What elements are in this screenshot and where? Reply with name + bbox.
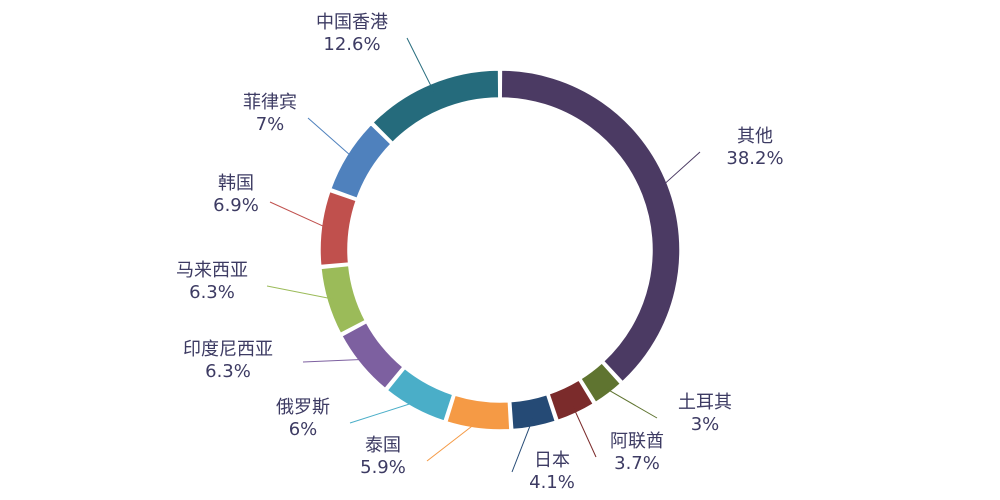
slice-value-label: 3.7%	[614, 453, 660, 474]
slice-category-label: 韩国	[218, 173, 254, 194]
slice-category-label: 日本	[534, 450, 570, 471]
leader-line	[426, 420, 480, 462]
slice-category-label: 其他	[737, 126, 773, 147]
slice-category-label: 土耳其	[678, 392, 732, 413]
leader-line	[349, 400, 419, 424]
donut-slice	[340, 321, 404, 390]
leader-line	[302, 358, 368, 363]
slice-value-label: 6.9%	[213, 195, 259, 216]
slice-value-label: 6%	[289, 419, 318, 440]
donut-slice	[500, 69, 681, 383]
slice-category-label: 泰国	[365, 435, 401, 456]
leader-line	[511, 418, 534, 473]
donut-slice	[371, 69, 500, 144]
leader-lines	[266, 37, 701, 473]
donut-slice	[386, 367, 454, 423]
leader-line	[572, 405, 597, 458]
slice-value-label: 3%	[691, 414, 720, 435]
slice-value-label: 4.1%	[529, 472, 575, 493]
slice-category-label: 阿联酋	[610, 431, 664, 452]
slice-category-label: 俄罗斯	[276, 397, 330, 418]
leader-line	[307, 117, 355, 160]
leader-line	[266, 285, 336, 301]
slice-value-label: 6.3%	[189, 282, 235, 303]
slice-category-label: 马来西亚	[176, 260, 248, 281]
slice-category-label: 印度尼西亚	[183, 339, 273, 360]
donut-slice	[319, 190, 358, 267]
leader-line	[603, 386, 658, 419]
donut-slice	[329, 123, 393, 200]
donut-slice	[320, 264, 367, 335]
slice-category-label: 中国香港	[316, 12, 388, 33]
donut-slice	[548, 378, 595, 422]
leader-line	[269, 201, 330, 230]
slice-value-label: 12.6%	[323, 34, 380, 55]
leader-line	[406, 37, 435, 92]
leader-line	[659, 151, 701, 189]
donut-slice	[579, 361, 622, 404]
slice-value-label: 6.3%	[205, 361, 251, 382]
slice-value-label: 7%	[256, 114, 285, 135]
donut-slice	[509, 393, 557, 431]
slice-value-label: 38.2%	[726, 148, 783, 169]
donut-slice	[445, 394, 511, 431]
slice-category-label: 菲律宾	[243, 92, 297, 113]
donut-slices	[319, 69, 681, 431]
slice-value-label: 5.9%	[360, 457, 406, 478]
